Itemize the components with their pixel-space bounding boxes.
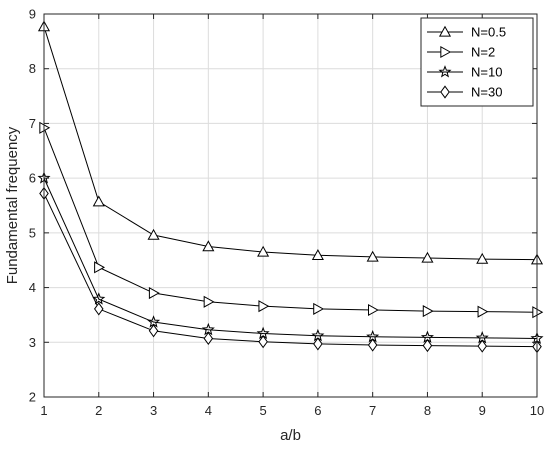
data-point-marker: [313, 337, 323, 351]
y-tick-label: 7: [29, 116, 36, 131]
data-point-marker: [311, 249, 324, 260]
legend-item: N=2: [427, 45, 495, 60]
data-point-marker: [422, 338, 433, 353]
series-line: [43, 177, 538, 339]
data-point-marker: [203, 331, 214, 346]
series-n-2: [39, 121, 544, 319]
legend-marker: [440, 45, 452, 59]
data-point-marker: [422, 305, 434, 318]
series-line: [43, 193, 538, 348]
legend-box: [420, 17, 534, 107]
x-tick-label: 3: [150, 403, 157, 418]
x-tick-label: 1: [40, 403, 47, 418]
data-point-marker: [92, 292, 106, 305]
data-point-marker: [367, 338, 378, 352]
data-point-marker: [92, 195, 105, 207]
legend-label: N=10: [471, 65, 502, 80]
data-point-marker: [93, 302, 104, 316]
y-axis-label: Fundamental frequency: [4, 126, 21, 284]
y-tick-label: 3: [29, 335, 36, 350]
x-tick-label: 8: [424, 403, 431, 418]
series-n-0-5: [37, 20, 544, 265]
legend-marker: [438, 25, 452, 37]
data-point-marker: [258, 300, 270, 313]
data-point-marker: [477, 339, 488, 353]
legend-item: N=10: [427, 65, 502, 80]
data-point-marker: [202, 240, 215, 252]
legend-marker: [438, 65, 452, 78]
x-tick-label: 4: [205, 403, 212, 418]
x-tick-label: 5: [259, 403, 266, 418]
legend-marker: [440, 85, 450, 99]
y-tick-label: 6: [29, 171, 36, 186]
x-axis-label: a/b: [280, 427, 301, 444]
x-tick-label: 7: [369, 403, 376, 418]
series-group: [37, 20, 544, 354]
y-tick-label: 2: [29, 390, 36, 405]
data-point-marker: [148, 286, 160, 300]
data-point-marker: [313, 302, 325, 315]
legend: N=0.5 N=2 N=10 N=30: [420, 17, 534, 107]
data-point-marker: [147, 228, 160, 240]
plot-frame: [43, 13, 538, 398]
y-tick-label: 9: [29, 7, 36, 22]
data-point-marker: [258, 335, 268, 349]
data-point-marker: [421, 251, 434, 263]
data-point-marker: [257, 245, 270, 257]
data-point-marker: [366, 250, 379, 262]
x-tick-label: 10: [530, 403, 544, 418]
x-tick-label: 6: [314, 403, 321, 418]
data-point-marker: [477, 305, 489, 318]
data-point-marker: [203, 295, 215, 308]
y-tick-label: 4: [29, 280, 36, 295]
legend-label: N=0.5: [471, 25, 506, 40]
data-point-marker: [94, 261, 106, 274]
legend-label: N=30: [471, 85, 502, 100]
data-point-marker: [476, 252, 489, 264]
data-point-marker: [532, 306, 544, 319]
data-point-marker: [39, 121, 51, 134]
y-tick-label: 5: [29, 225, 36, 240]
x-tick-label: 9: [479, 403, 486, 418]
legend-item: N=30: [427, 85, 502, 100]
series-line: [43, 127, 538, 313]
series-n-30: [39, 186, 542, 354]
legend-item: N=0.5: [427, 25, 506, 40]
y-tick-label: 8: [29, 61, 36, 76]
series-line: [43, 26, 538, 261]
data-point-marker: [148, 324, 159, 338]
legend-label: N=2: [471, 45, 495, 60]
x-tick-label: 2: [95, 403, 102, 418]
data-point-marker: [368, 303, 379, 317]
